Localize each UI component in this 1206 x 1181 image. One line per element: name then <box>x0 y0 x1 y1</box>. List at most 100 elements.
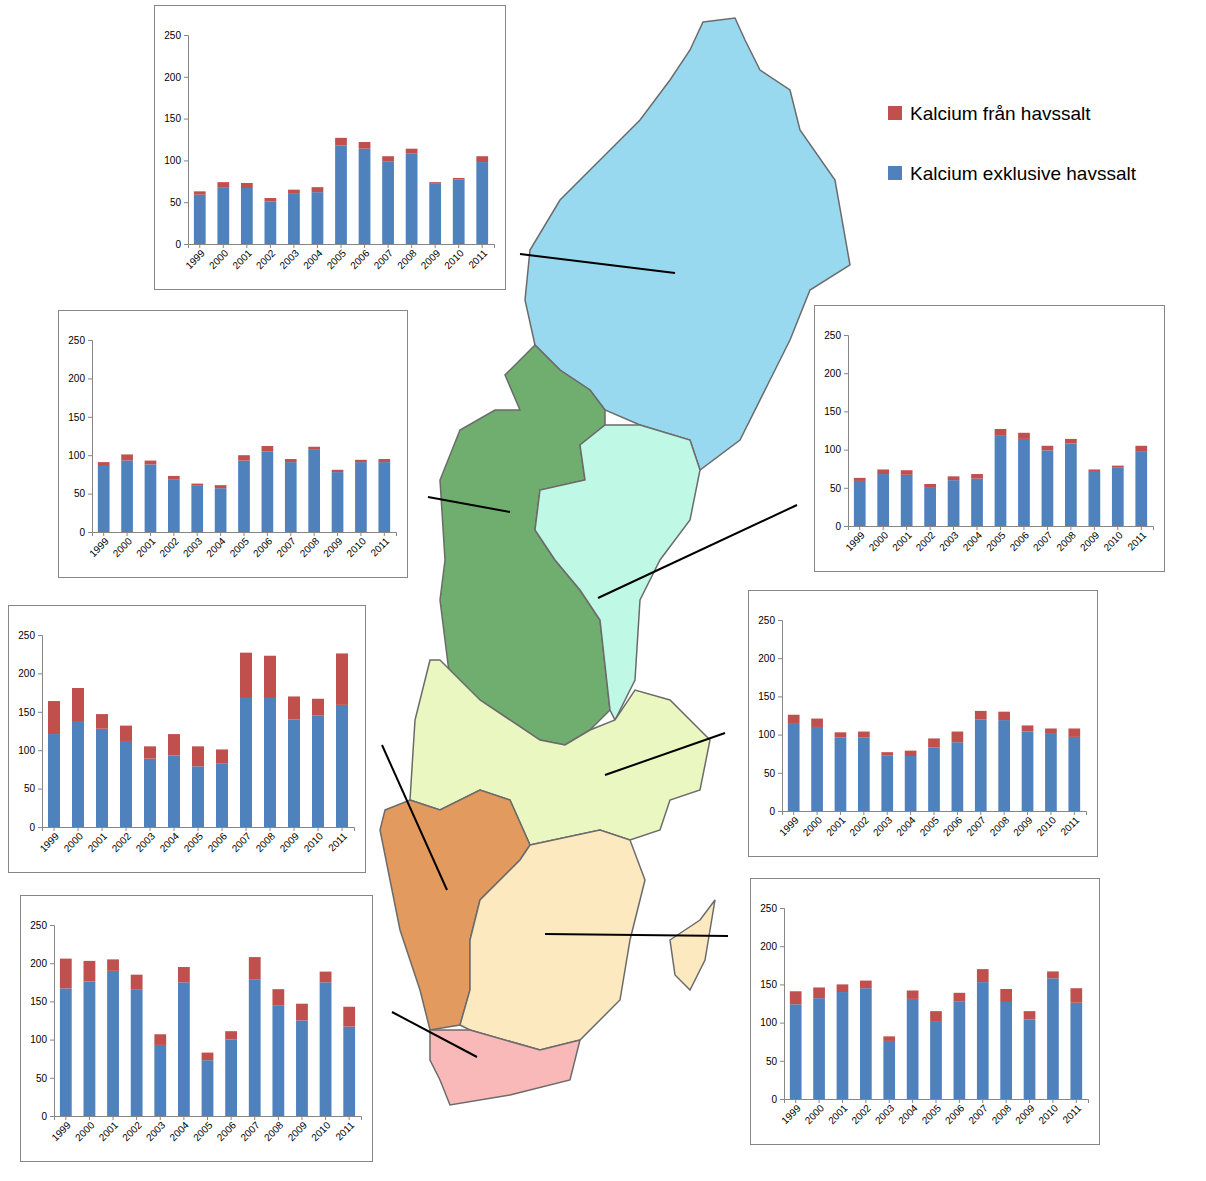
x-tick: 2007 <box>1031 526 1055 553</box>
bar <box>971 479 983 526</box>
bar <box>453 180 465 244</box>
x-tick-line <box>349 1116 350 1120</box>
x-tick: 2003 <box>181 532 205 559</box>
bar <box>954 993 966 1001</box>
bar <box>217 187 229 244</box>
bar <box>312 192 324 244</box>
chart-frame <box>815 306 1165 572</box>
x-tick-label: 1999 <box>38 830 62 854</box>
bars <box>60 957 355 1116</box>
y-tick: 200 <box>68 373 92 384</box>
bar <box>107 971 119 1116</box>
x-tick: 2005 <box>918 811 942 838</box>
y-tick-label: 0 <box>771 1094 777 1105</box>
y-tick-label: 100 <box>164 155 181 166</box>
y-tick-line <box>184 77 188 78</box>
bar <box>107 959 119 970</box>
bar <box>262 446 274 451</box>
x-tick: 2005 <box>984 526 1008 553</box>
x-tick-line <box>244 532 245 536</box>
y-tick-label: 100 <box>18 745 35 756</box>
legend-label: Kalcium exklusive havssalt <box>910 163 1137 184</box>
bar <box>835 738 847 811</box>
y-tick: 50 <box>764 768 782 779</box>
x-tick-line <box>220 532 221 536</box>
y-tick-line <box>778 811 782 812</box>
x-axis: 1999200020012002200320042005200620072008… <box>87 532 396 559</box>
y-tick-line <box>184 160 188 161</box>
bar <box>954 1001 966 1099</box>
x-tick-line <box>127 532 128 536</box>
x-axis: 1999200020012002200320042005200620072008… <box>183 244 494 271</box>
bar <box>406 149 418 154</box>
bar <box>308 447 320 450</box>
x-tick-label: 2003 <box>873 1102 897 1126</box>
y-tick-line <box>780 984 784 985</box>
y-tick-label: 200 <box>30 958 47 969</box>
bar <box>288 194 300 244</box>
bar <box>194 195 206 244</box>
bars <box>48 653 348 827</box>
y-tick: 50 <box>830 483 848 494</box>
y-tick-label: 250 <box>68 335 85 346</box>
bar <box>948 476 960 480</box>
chart: 0501001502002501999200020012002200320042… <box>59 311 408 578</box>
chart-frame <box>9 606 366 873</box>
x-tick-label: 2010 <box>1034 814 1058 838</box>
bar <box>120 726 132 741</box>
y-tick: 150 <box>760 979 784 990</box>
bar <box>60 988 72 1116</box>
bar <box>72 721 84 827</box>
y-tick: 150 <box>758 691 782 702</box>
y-tick-label: 250 <box>30 920 47 931</box>
bar <box>952 732 964 743</box>
x-axis: 1999200020012002200320042005200620072008… <box>843 526 1153 553</box>
bar <box>998 712 1010 720</box>
x-tick-line <box>1047 526 1048 530</box>
bar <box>790 1004 802 1099</box>
x-axis-line <box>849 527 1154 531</box>
bar <box>883 1041 895 1099</box>
bar <box>790 991 802 1004</box>
bar <box>1000 989 1012 1002</box>
chart-frame <box>751 879 1100 1145</box>
y-tick-line <box>50 1040 54 1041</box>
x-tick-label: 2000 <box>803 1102 827 1126</box>
x-tick-line <box>360 532 361 536</box>
y-tick-label: 250 <box>164 30 181 41</box>
x-tick-line <box>863 811 864 815</box>
bar <box>858 732 870 738</box>
bar <box>930 1011 942 1021</box>
x-tick-label: 2005 <box>918 814 942 838</box>
region <box>535 425 700 720</box>
leader-line <box>598 505 797 598</box>
bar <box>336 705 348 827</box>
bar <box>1068 737 1080 811</box>
bar <box>168 476 180 480</box>
x-tick-label: 2011 <box>326 830 349 853</box>
x-tick-label: 2005 <box>191 1119 215 1143</box>
x-tick-line <box>842 1099 843 1103</box>
y-axis-line <box>778 621 783 812</box>
x-tick: 2005 <box>325 244 349 271</box>
y-axis-line <box>844 336 849 527</box>
x-axis: 1999200020012002200320042005200620072008… <box>49 1116 361 1143</box>
y-axis: 050100150200250 <box>760 903 784 1105</box>
bar <box>811 719 823 727</box>
x-tick: 2001 <box>230 244 254 271</box>
bar <box>168 480 180 532</box>
bar <box>272 989 284 1005</box>
y-tick: 250 <box>68 335 92 346</box>
y-tick-label: 200 <box>164 72 181 83</box>
bar <box>1065 439 1077 444</box>
bar <box>262 451 274 532</box>
y-tick-line <box>844 488 848 489</box>
bar <box>1042 450 1054 526</box>
x-tick-line <box>934 811 935 815</box>
x-tick-label: 2010 <box>344 535 368 559</box>
y-tick: 150 <box>68 412 92 423</box>
region <box>670 900 715 990</box>
bar <box>320 982 332 1116</box>
y-axis: 050100150200250 <box>164 30 188 250</box>
x-tick-label: 2011 <box>1060 1102 1083 1125</box>
